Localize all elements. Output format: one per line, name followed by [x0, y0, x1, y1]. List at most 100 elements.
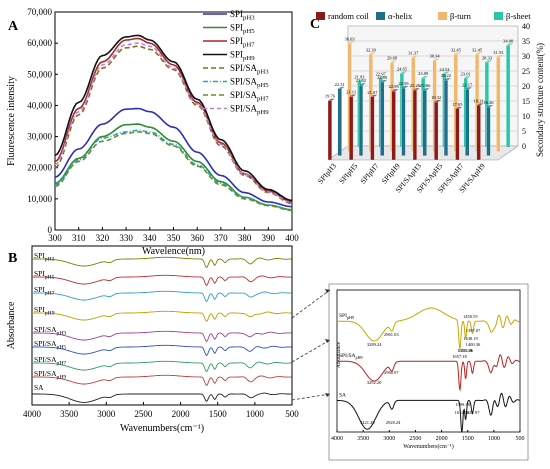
legend-label: SPIpH9	[230, 50, 255, 63]
y-tick-label: 20	[522, 82, 530, 91]
panel-a-line-chart: 300 310 320 330 340 350 360 370 380 390 400 0 10,000…	[6, 7, 299, 257]
peak-annotation: 1612.36	[455, 410, 470, 415]
spectrum-line-spiph7	[32, 290, 292, 302]
bar-data-label: 31.53	[493, 50, 504, 55]
spectrum-line-spi-saph9	[32, 374, 292, 386]
x-tick-label: 3000	[97, 409, 116, 419]
x-tick-label: 370	[214, 233, 228, 243]
spectrum-line-spi-saph7	[32, 360, 292, 372]
peak-annotation: 1448.19	[463, 336, 478, 341]
bar-randomcoil	[455, 108, 460, 161]
legend-label: SPI/SApH3	[230, 63, 269, 76]
panel-b-inset-chart: 4000 3500 3000 2500 2000 1500 1000 500 Wavenumbe…	[328, 283, 529, 461]
bar-data-label: 32.39	[366, 47, 377, 52]
peak-annotation: 3292.20	[367, 380, 382, 385]
arrowhead	[325, 339, 330, 343]
peak-annotation: 3421.29	[360, 420, 375, 425]
bar-randomcoil	[327, 100, 332, 161]
bar-data-label: 17.05	[452, 102, 463, 107]
spectrum-label: SPIpH3	[34, 251, 55, 262]
bar-data-label: 19.76	[325, 94, 336, 99]
bar-top	[411, 55, 419, 58]
x-tick-label: 400	[285, 233, 299, 243]
category-label: SPIpH3	[316, 161, 338, 185]
y-axis-label: Fluorescence intensity	[6, 76, 17, 166]
x-tick-label: 2500	[409, 436, 421, 442]
panel-label-c: C	[310, 17, 320, 32]
spectrum-line-spiph9	[32, 310, 292, 322]
bar-data-label: 18.21	[474, 98, 484, 103]
x-tick-label: 1000	[488, 436, 500, 442]
bar-top	[391, 89, 399, 92]
bar-top	[390, 60, 397, 63]
inset-spectrum-label: SA	[339, 392, 346, 398]
bar-top	[496, 55, 504, 58]
legend-swatch	[438, 12, 447, 20]
bar-helix	[337, 88, 342, 156]
x-tick-label: 4000	[23, 409, 42, 419]
x-tick-label: 300	[48, 233, 62, 243]
x-tick-label: 310	[72, 233, 86, 243]
x-tick-label: 2000	[172, 409, 191, 419]
series-line-spi-saph5	[54, 129, 293, 211]
bar-top	[506, 43, 514, 46]
legend-label: α-helix	[388, 11, 413, 21]
bar-data-label: 22.17	[462, 82, 473, 87]
bar-top	[465, 87, 473, 90]
bar-top	[347, 41, 355, 44]
x-axis-label: Wavelence(nm)	[142, 246, 205, 257]
y-tick-label: 25	[522, 67, 530, 76]
peak-annotation: 1599.38	[455, 402, 470, 407]
x-tick-label: 380	[238, 233, 252, 243]
x-tick-label: 350	[167, 233, 181, 243]
bar-data-label: 24.59	[377, 75, 388, 80]
bar-randomcoil	[391, 91, 396, 161]
bar-data-label: 21.93	[354, 75, 365, 80]
x-tick-label: 500	[285, 409, 299, 419]
bar-helix	[443, 79, 449, 156]
x-tick-label: 2500	[134, 409, 153, 419]
bar-data-label: 21.11	[346, 90, 356, 95]
bar-top	[378, 76, 386, 79]
peak-annotation: 2928.24	[386, 420, 401, 425]
y-tick-label: 0	[522, 142, 526, 151]
peak-annotation: 1400.36	[466, 342, 481, 347]
spectrum-line-spi-saph5	[32, 344, 292, 356]
y-tick-label: 40	[522, 22, 530, 31]
bar-top	[484, 60, 492, 63]
spectrum-line-spiph5	[32, 274, 292, 286]
connector-arrow	[291, 289, 331, 319]
x-tick-label: 1500	[462, 436, 474, 442]
y-tick-label: 10	[522, 112, 530, 121]
bar-data-label: 31.37	[408, 50, 419, 55]
inset-spectrum-line	[336, 392, 520, 432]
arrowhead	[325, 289, 330, 293]
inset-spectrum-label: SPI/SApH9	[339, 353, 363, 360]
bar-data-label: 28.33	[482, 55, 493, 60]
bar-helix	[422, 90, 427, 156]
bar-top	[434, 100, 442, 103]
bar-data-label: 23.01	[461, 71, 471, 76]
bar-data-label: 21.07	[367, 90, 378, 95]
bar-turn	[496, 56, 501, 152]
bar-top	[442, 71, 450, 74]
bar-data-label: 22.31	[335, 82, 345, 87]
bar-randomcoil	[434, 101, 439, 161]
series-line-spi-saph9	[54, 42, 293, 204]
bar-data-label: 36.03	[345, 37, 356, 42]
spectrum-label: SPI/SApH7	[34, 355, 66, 366]
bar-helix	[358, 85, 364, 156]
bar-top	[422, 88, 430, 91]
bar-data-label: 34.00	[503, 38, 514, 43]
panel-label-a: A	[8, 19, 19, 34]
bar-top	[380, 80, 388, 83]
x-tick-label: 4000	[331, 436, 343, 442]
bar-data-label: 25.22	[441, 73, 451, 78]
bar-data-label: 21.86	[420, 83, 431, 88]
bar-data-label: 22.95	[389, 84, 400, 89]
peak-annotation: 2961.03	[384, 332, 399, 337]
bar-top	[368, 52, 376, 55]
x-axis-label: Wavenumbers(cm⁻¹)	[403, 443, 453, 450]
arrowhead	[325, 393, 330, 397]
bar-randomcoil	[349, 96, 354, 161]
